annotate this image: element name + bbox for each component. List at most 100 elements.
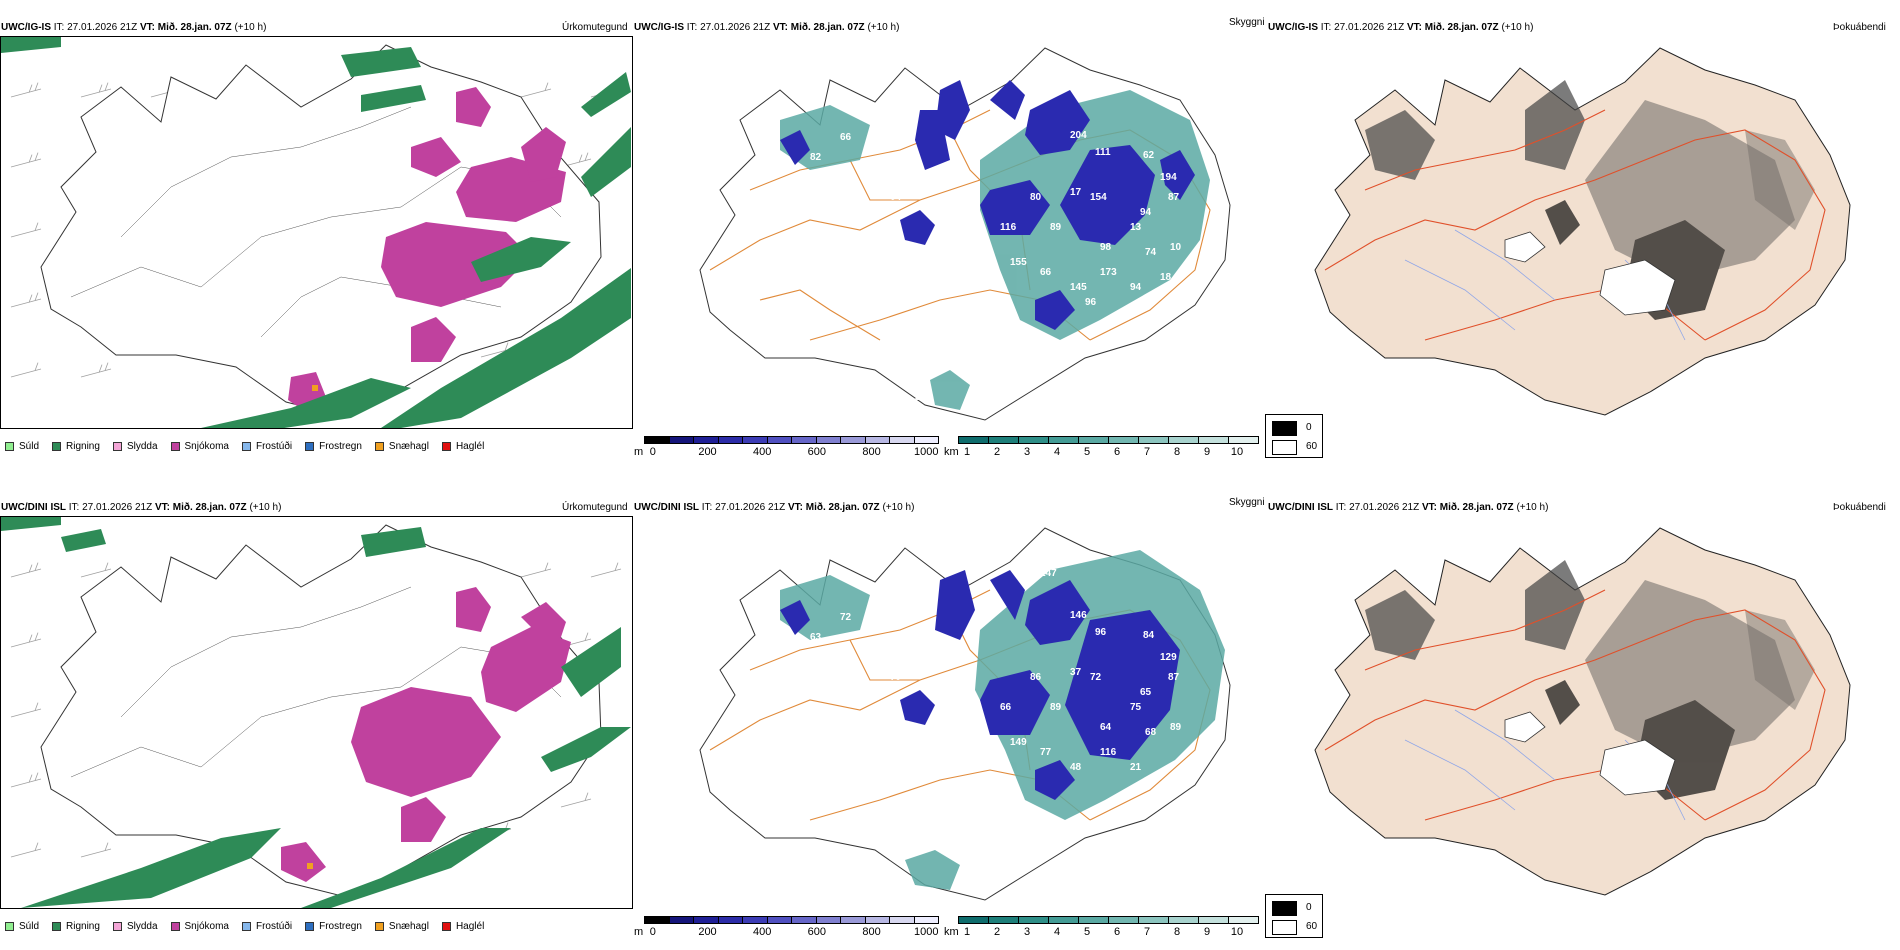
visibility-value-label: 204	[1070, 130, 1087, 141]
visibility-value-label: 116	[1100, 747, 1117, 758]
visibility-value-label: 313	[915, 392, 932, 403]
visibility-value-label: 883	[800, 732, 817, 743]
row1-precip-map-frame	[0, 36, 633, 429]
colorbar-swatch	[1198, 436, 1229, 444]
row1-colorbar-km: km 1 2 3 4 5 6 7 8 9 10	[944, 436, 1264, 460]
colorbar-swatch	[668, 916, 694, 924]
legend-item-snaehagl: Snæhagl	[374, 921, 429, 932]
row2-precip-title: UWC/DINI ISL IT: 27.01.2026 21Z VT: Mið.…	[1, 502, 282, 513]
colorbar-tick-label: 1	[963, 926, 971, 938]
visibility-value-label: 13	[1130, 222, 1142, 233]
colorbar-swatch	[668, 436, 694, 444]
colorbar-tick-label: 1000	[913, 926, 939, 938]
colorbar-swatch	[1018, 436, 1049, 444]
colorbar-swatch	[766, 436, 792, 444]
row1-fog-map	[1314, 47, 1851, 416]
colorbar-swatch	[988, 436, 1019, 444]
visibility-value-label: 68	[1145, 727, 1157, 738]
row1-precip-legend: Súld Rigning Slydda Snjókoma Frostúði Fr…	[5, 438, 497, 454]
visibility-value-label: 59	[880, 652, 892, 663]
colorbar-tick-label: 3	[1023, 926, 1031, 938]
visibility-value-label: 37	[1070, 667, 1082, 678]
colorbar-tick-label: 7	[1143, 446, 1151, 458]
visibility-value-label: 94	[1140, 207, 1152, 218]
colorbar-swatch	[1108, 436, 1139, 444]
visibility-value-label: 87	[1168, 672, 1180, 683]
colorbar-swatch	[791, 916, 817, 924]
visibility-labels: 147 146 96 84 63 72 59 120 70 79 86 37 72 129 87 66 89 75…	[800, 568, 1182, 773]
visibility-value-label: 173	[1100, 267, 1117, 278]
colorbar-swatch	[742, 436, 768, 444]
visibility-value-label: 154	[1090, 192, 1107, 203]
row1-fog-legend: 0 60	[1265, 414, 1323, 458]
colorbar-tick-label: 8	[1173, 926, 1181, 938]
visibility-value-label: 94	[1130, 282, 1142, 293]
iceland-land	[1314, 47, 1851, 416]
row2-colorbar-m: m 0 200 400 600 800 1000	[634, 916, 944, 940]
row2-precip-panel-label: Úrkomutegund	[562, 502, 628, 513]
colorbar-unit: m	[634, 926, 644, 938]
colorbar-tick-label: 3	[1023, 446, 1031, 458]
visibility-value-label: 81	[800, 252, 812, 263]
visibility-value-label: 80	[1030, 192, 1042, 203]
glaciers	[1504, 711, 1676, 796]
visibility-value-label: 98	[1100, 242, 1112, 253]
visibility-value-label: 63	[810, 632, 822, 643]
visibility-value-label: 101	[880, 172, 897, 183]
colorbar-tick-label: 200	[698, 926, 717, 938]
row2-fog-map	[1314, 527, 1851, 896]
row2-fog-panel-label: Þokuábendi	[1833, 502, 1886, 513]
colorbar-tick-label: 7	[1143, 926, 1151, 938]
row2-vis-map: 147 146 96 84 63 72 59 120 70 79 86 37 72 129 87 66 89 75…	[699, 527, 1231, 901]
blue-terrain	[780, 570, 1180, 800]
visibility-value-label: 86	[1030, 672, 1042, 683]
row1-precip-map	[1, 37, 631, 428]
visibility-value-label: 48	[1070, 762, 1082, 773]
colorbar-swatch	[1228, 436, 1259, 444]
visibility-value-label: 147	[1040, 568, 1057, 579]
row1-precip-panel-label: Úrkomutegund	[562, 22, 628, 33]
visibility-value-label: 145	[1070, 282, 1087, 293]
visibility-value-label: 93	[975, 267, 987, 278]
visibility-value-label: 81	[970, 722, 982, 733]
colorbar-tick-label: 0	[649, 926, 656, 938]
legend-item-sudd: Súld	[5, 921, 39, 932]
visibility-value-label: 149	[1010, 737, 1027, 748]
visibility-value-label: 89	[1050, 702, 1062, 713]
colorbar-swatch	[1138, 916, 1169, 924]
row1-precip-title: UWC/IG-IS IT: 27.01.2026 21Z VT: Mið. 28…	[1, 22, 267, 33]
colorbar-tick-label: 1	[963, 446, 971, 458]
colorbar-tick-label: 5	[1083, 926, 1091, 938]
visibility-value-label: 146	[1070, 610, 1087, 621]
colorbar-swatch	[913, 916, 939, 924]
colorbar-swatch	[766, 916, 792, 924]
row1-colorbar-m: m 0 200 400 600 800 1000	[634, 436, 944, 460]
visibility-value-label: 194	[1160, 172, 1177, 183]
legend-item-snjokoma: Snjókoma	[170, 921, 229, 932]
legend-item-hagel: Haglél	[441, 441, 484, 452]
legend-item-hagel: Haglél	[441, 921, 484, 932]
colorbar-swatch	[988, 916, 1019, 924]
visibility-value-label: 87	[1168, 192, 1180, 203]
colorbar-swatch	[1078, 916, 1109, 924]
visibility-value-label: 77	[1040, 747, 1052, 758]
colorbar-swatch	[1108, 916, 1139, 924]
snow-areas	[281, 587, 571, 882]
iceland-coastline	[40, 44, 602, 418]
colorbar-swatch	[717, 436, 743, 444]
visibility-value-label: 62	[1143, 150, 1155, 161]
visibility-value-label: 155	[1010, 257, 1027, 268]
row1-fog-panel-label: Þokuábendi	[1833, 22, 1886, 33]
iceland-land	[1314, 527, 1851, 896]
visibility-labels: 27 204 111 62 82 66 101 53 52 84 80 17 154 194 87 116 89…	[800, 88, 1182, 403]
legend-item-snaehagl: Snæhagl	[374, 441, 429, 452]
visibility-value-label: 64	[1100, 722, 1112, 733]
visibility-value-label: 57	[1020, 342, 1032, 353]
colorbar-tick-label: 400	[753, 926, 772, 938]
visibility-value-label: 70	[820, 662, 832, 673]
colorbar-tick-label: 6	[1113, 926, 1121, 938]
visibility-value-label: 75	[1130, 702, 1142, 713]
colorbar-swatch	[958, 916, 989, 924]
hail-spot	[312, 385, 318, 391]
colorbar-swatch	[1048, 436, 1079, 444]
